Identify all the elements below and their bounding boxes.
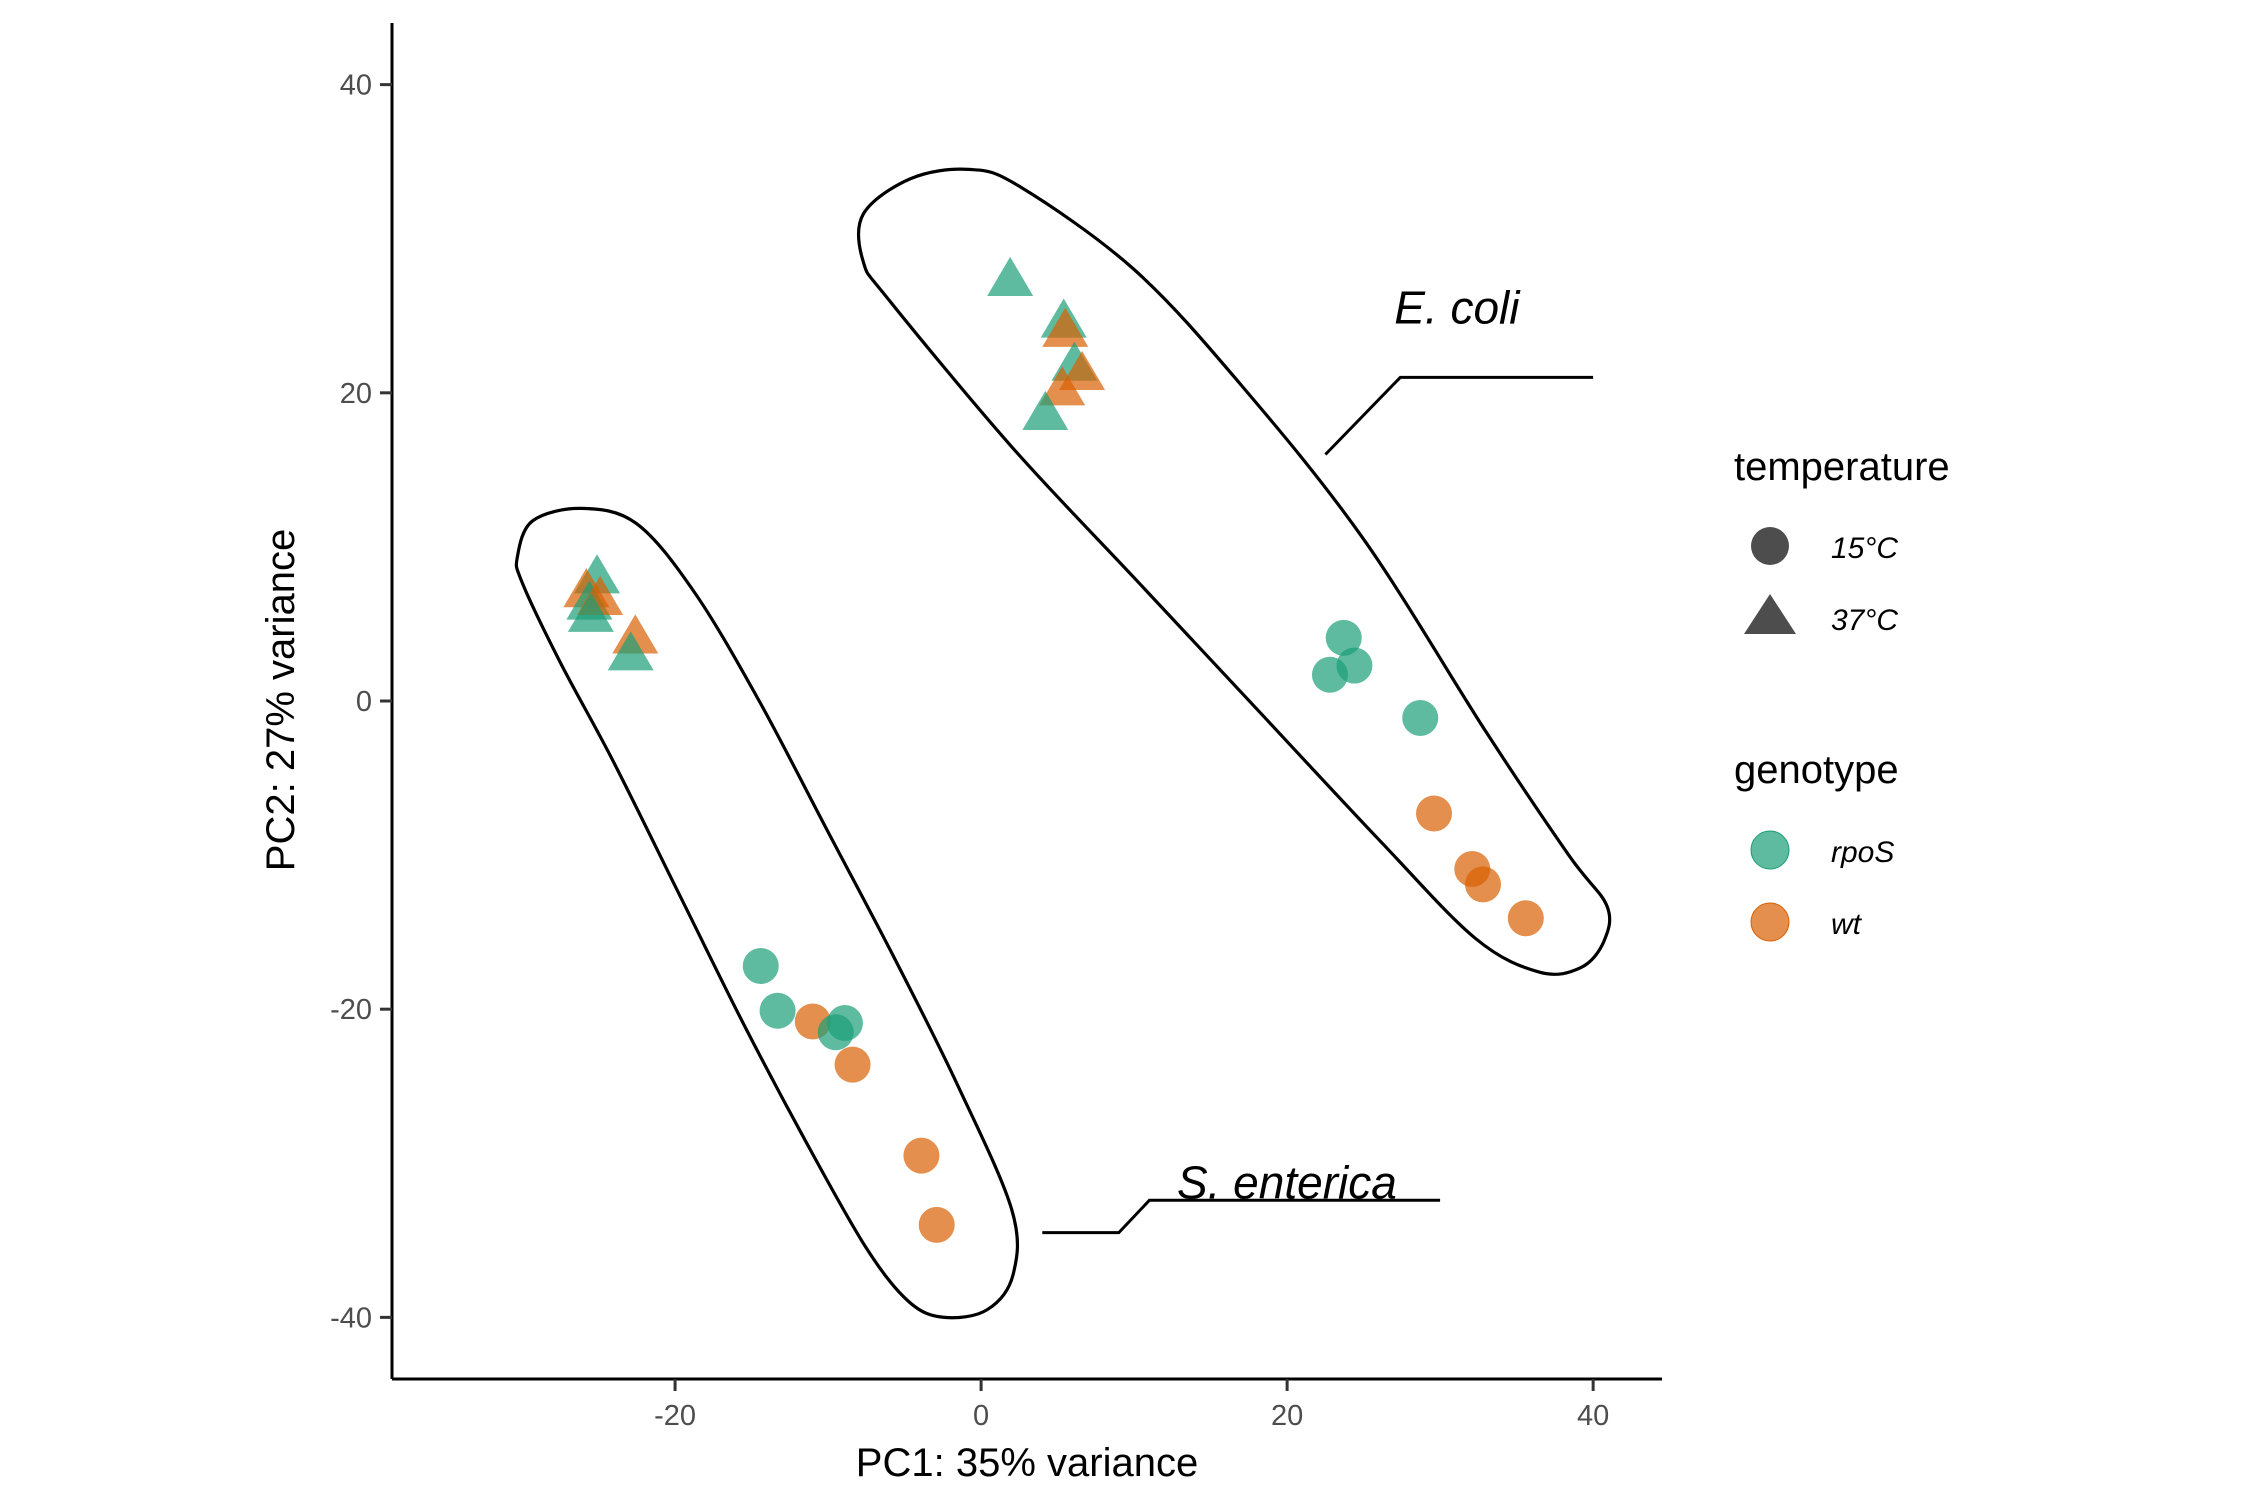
- legend-genotype-rpos: rpoS: [1831, 836, 1894, 869]
- data-points: [563, 256, 1544, 1243]
- x-tick-label: 0: [973, 1400, 989, 1432]
- x-axis-title: PC1: 35% variance: [856, 1441, 1198, 1485]
- cluster-outlines: [514, 167, 1612, 1320]
- point-rpos-37c: [567, 592, 614, 632]
- point-wt-15c: [1464, 866, 1501, 903]
- point-rpos-15c: [742, 948, 779, 985]
- point-rpos-37c: [1022, 390, 1069, 431]
- y-axis-ticks: -40 -20 0 20 40: [330, 70, 392, 1334]
- leader-line-e-coli: [1324, 375, 1594, 456]
- point-wt-15c: [903, 1137, 940, 1174]
- point-wt-37c: [1039, 366, 1086, 406]
- legend-genotype: genotype rpoS wt: [1734, 748, 1899, 942]
- point-wt-15c: [834, 1046, 871, 1083]
- legend-temperature-title: temperature: [1734, 445, 1950, 489]
- cluster-outline-s-enterica: [514, 506, 1020, 1320]
- point-rpos-37c: [607, 631, 654, 671]
- leader-line-s-enterica: [1042, 1198, 1441, 1235]
- legend-rpos-key: [1750, 830, 1790, 870]
- y-tick-label: -20: [330, 994, 372, 1026]
- point-rpos-37c: [987, 256, 1034, 296]
- cluster-outline-e-coli: [857, 167, 1612, 976]
- y-tick-label: -40: [330, 1302, 372, 1334]
- x-axis-ticks: -20 0 20 40: [654, 1379, 1609, 1432]
- annotation-leaders: [1042, 375, 1594, 1235]
- y-tick-label: 20: [340, 378, 372, 410]
- y-tick-label: 40: [340, 70, 372, 102]
- point-wt-37c: [1042, 307, 1089, 347]
- point-wt-37c: [1059, 350, 1106, 390]
- legend-genotype-wt: wt: [1831, 908, 1863, 941]
- point-wt-15c: [1416, 795, 1453, 832]
- point-rpos-15c: [759, 992, 796, 1029]
- point-rpos-15c: [1402, 699, 1439, 736]
- legend-triangle-key: [1744, 594, 1796, 634]
- point-wt-15c: [918, 1206, 955, 1243]
- legend-wt-key: [1750, 902, 1790, 942]
- point-rpos-15c: [1311, 656, 1348, 693]
- legend-temperature: temperature 15°C 37°C: [1734, 445, 1950, 637]
- annotation-e-coli: E. coli: [1394, 281, 1521, 333]
- point-rpos-15c: [817, 1014, 854, 1051]
- annotation-s-enterica: S. enterica: [1177, 1157, 1397, 1209]
- legend-circle-key: [1751, 527, 1789, 565]
- point-wt-15c: [1507, 900, 1544, 937]
- y-tick-label: 0: [356, 686, 372, 718]
- point-rpos-15c: [1325, 619, 1362, 656]
- x-tick-label: -20: [654, 1400, 696, 1432]
- legend-temperature-37c: 37°C: [1831, 604, 1898, 637]
- x-tick-label: 40: [1577, 1400, 1609, 1432]
- legend-genotype-title: genotype: [1734, 748, 1899, 792]
- legend-temperature-15c: 15°C: [1831, 532, 1898, 565]
- y-axis-title: PC2: 27% variance: [259, 529, 303, 871]
- x-tick-label: 20: [1271, 1400, 1303, 1432]
